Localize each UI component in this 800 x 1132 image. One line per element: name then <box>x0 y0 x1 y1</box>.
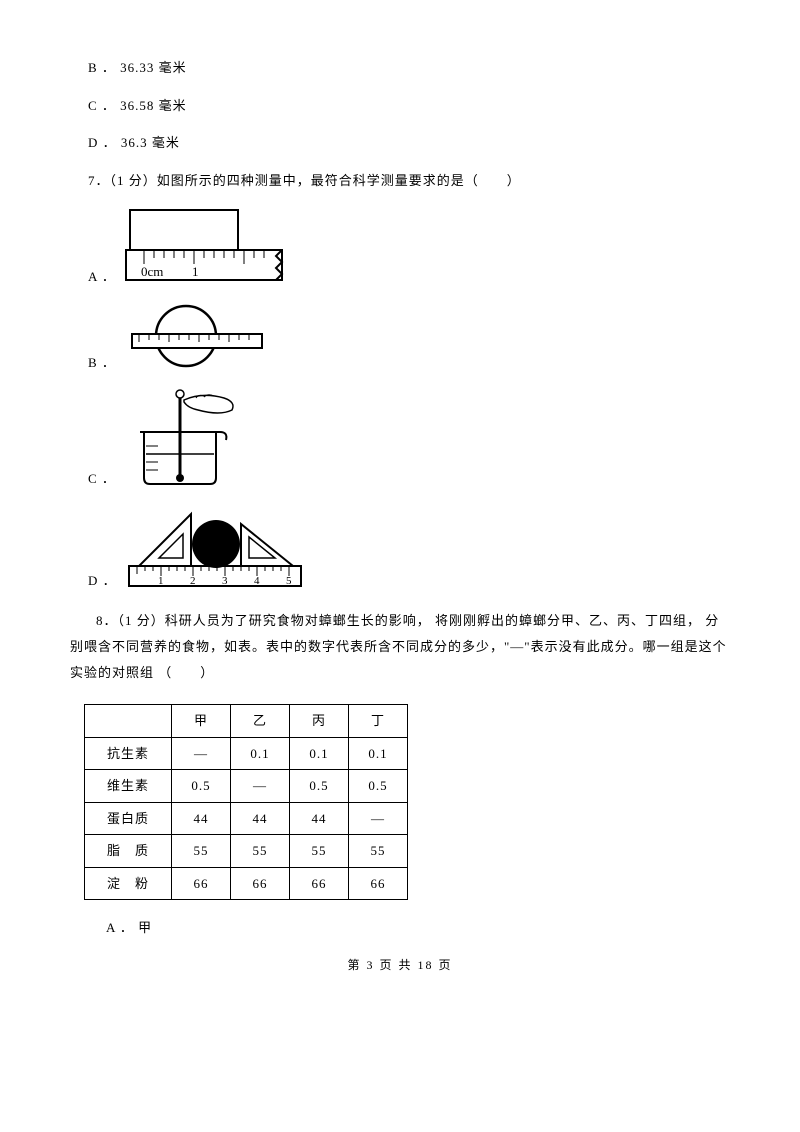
ruler-one-label: 1 <box>192 264 199 279</box>
option-letter: C ． <box>70 469 116 489</box>
svg-text:1: 1 <box>158 575 164 587</box>
option-text: 甲 <box>138 920 152 935</box>
svg-text:5: 5 <box>286 575 292 587</box>
cell: 44 <box>290 802 349 835</box>
table-row: 蛋白质444444— <box>85 802 408 835</box>
svg-text:3: 3 <box>222 575 228 587</box>
option-letter: B ． <box>88 60 116 75</box>
option-letter: B ． <box>70 353 116 373</box>
cell: — <box>172 737 231 770</box>
col-ding: 丁 <box>349 705 408 738</box>
option-c: C ． 36.58 毫米 <box>70 96 730 116</box>
cell: 55 <box>172 835 231 868</box>
option-b: B ． 36.33 毫米 <box>70 58 730 78</box>
option-letter: A ． <box>106 920 134 935</box>
ruler-rectangle-diagram: 0cm 1 <box>124 208 284 286</box>
page: B ． 36.33 毫米 C ． 36.58 毫米 D ． 36.3 毫米 7．… <box>0 0 800 994</box>
cell: 0.5 <box>172 770 231 803</box>
option-text: 36.33 毫米 <box>120 60 187 75</box>
cell: — <box>231 770 290 803</box>
table-header-row: 甲 乙 丙 丁 <box>85 705 408 738</box>
q7-option-b: B ． <box>70 302 730 372</box>
q7-option-c: C ． <box>70 388 730 488</box>
table-row: 维生素0.5—0.50.5 <box>85 770 408 803</box>
question-text: 8．（1 分）科研人员为了研究食物对蟑螂生长的影响， 将刚刚孵出的蟑螂分甲、乙、… <box>70 613 727 680</box>
option-letter: D ． <box>70 571 117 591</box>
col-jia: 甲 <box>172 705 231 738</box>
cell: 66 <box>172 867 231 900</box>
option-letter: A ． <box>70 267 116 287</box>
cell: 66 <box>231 867 290 900</box>
question-text: 7．（1 分）如图所示的四种测量中，最符合科学测量要求的是（ ） <box>88 173 521 188</box>
col-bing: 丙 <box>290 705 349 738</box>
option-letter: C ． <box>88 98 116 113</box>
row-label: 脂 质 <box>85 835 172 868</box>
cell: 55 <box>349 835 408 868</box>
q8-stem: 8．（1 分）科研人员为了研究食物对蟑螂生长的影响， 将刚刚孵出的蟑螂分甲、乙、… <box>70 608 730 686</box>
svg-text:2: 2 <box>190 575 196 587</box>
table-row: 淀 粉66666666 <box>85 867 408 900</box>
thermometer-beaker-diagram <box>124 388 264 488</box>
cell: 66 <box>349 867 408 900</box>
q7-option-d: D ． <box>70 504 730 590</box>
col-blank <box>85 705 172 738</box>
cell: 0.5 <box>349 770 408 803</box>
q8-option-a: A ． 甲 <box>70 918 730 938</box>
cell: 0.1 <box>290 737 349 770</box>
q7-stem: 7．（1 分）如图所示的四种测量中，最符合科学测量要求的是（ ） <box>70 171 730 191</box>
set-squares-ruler-diagram: 1 2 3 4 5 <box>125 504 305 590</box>
option-text: 36.3 毫米 <box>121 135 180 150</box>
row-label: 淀 粉 <box>85 867 172 900</box>
col-yi: 乙 <box>231 705 290 738</box>
cell: 55 <box>290 835 349 868</box>
q8-table: 甲 乙 丙 丁 抗生素—0.10.10.1维生素0.5—0.50.5蛋白质444… <box>84 704 408 900</box>
option-letter: D ． <box>88 135 117 150</box>
cell: 44 <box>172 802 231 835</box>
cell: 0.5 <box>290 770 349 803</box>
q7-option-a: A ． <box>70 208 730 286</box>
page-number: 第 3 页 共 18 页 <box>347 958 452 972</box>
table-row: 抗生素—0.10.10.1 <box>85 737 408 770</box>
row-label: 抗生素 <box>85 737 172 770</box>
option-text: 36.58 毫米 <box>120 98 187 113</box>
ruler-circle-diagram <box>124 302 274 372</box>
svg-text:4: 4 <box>254 575 260 587</box>
cell: 55 <box>231 835 290 868</box>
cell: 66 <box>290 867 349 900</box>
option-d: D ． 36.3 毫米 <box>70 133 730 153</box>
table-row: 脂 质55555555 <box>85 835 408 868</box>
cell: — <box>349 802 408 835</box>
page-footer: 第 3 页 共 18 页 <box>70 956 730 974</box>
row-label: 维生素 <box>85 770 172 803</box>
cell: 0.1 <box>349 737 408 770</box>
cell: 0.1 <box>231 737 290 770</box>
ruler-zero-label: 0cm <box>141 264 163 279</box>
row-label: 蛋白质 <box>85 802 172 835</box>
cell: 44 <box>231 802 290 835</box>
